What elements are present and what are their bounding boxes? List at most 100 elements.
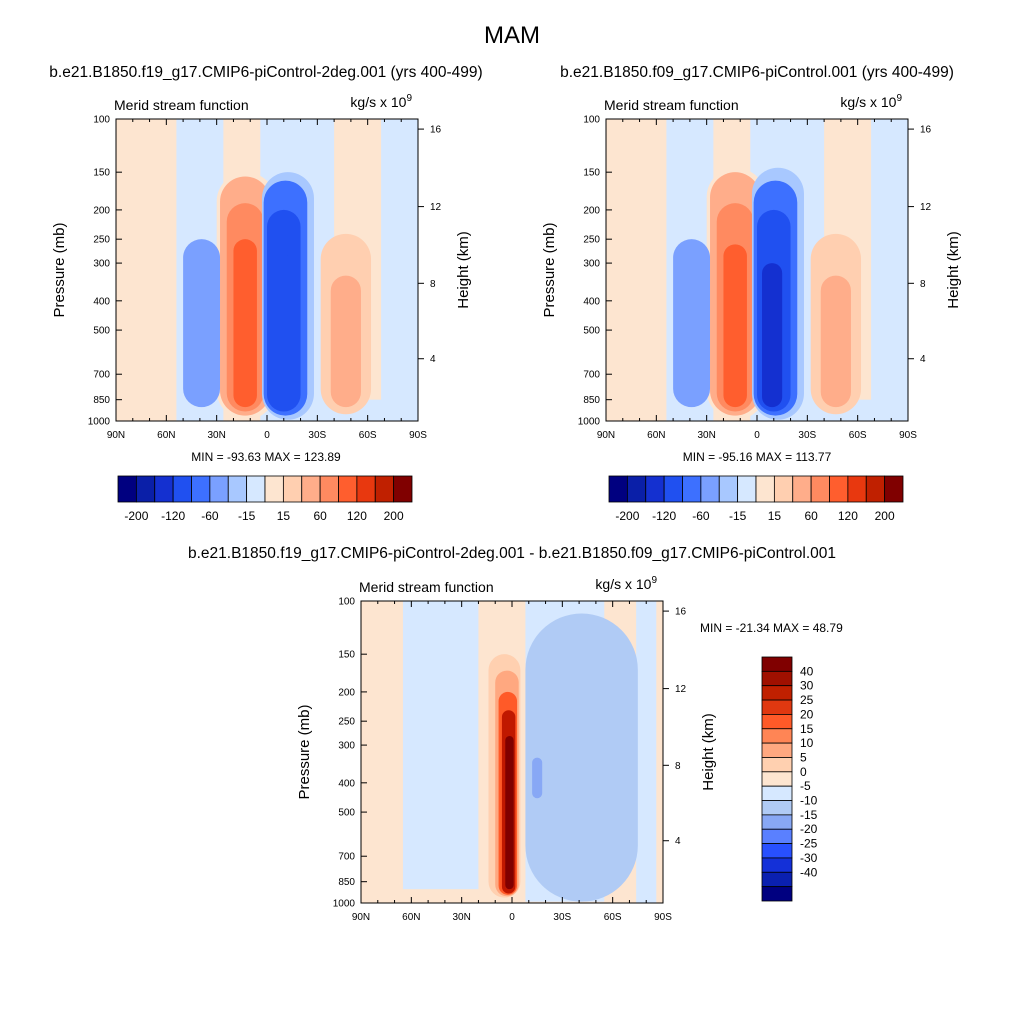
colorbar-swatch [761,771,793,787]
colorbar-swatch [761,843,793,859]
colorbar-label: 15 [277,509,291,523]
x-tick-label: 90S [654,912,672,923]
y2-tick-label: 16 [675,607,687,618]
y2-tick-label: 12 [430,202,442,213]
colorbar-swatch [319,475,339,503]
y-tick-label: 1000 [578,417,601,428]
colorbar-label: -200 [615,509,639,523]
colorbar-swatch [761,857,793,873]
colorbar-label: 120 [838,509,858,523]
y-tick-label: 150 [338,650,355,661]
min-max-stats: MIN = -21.34 MAX = 48.79 [700,621,843,635]
x-tick-label: 60N [157,430,175,441]
min-max-stats: MIN = -93.63 MAX = 123.89 [191,450,341,464]
colorbar-swatch [810,475,830,503]
colorbar-swatch [393,475,413,503]
colorbar-label: -120 [161,509,185,523]
field-band-negative [402,601,479,890]
y2-axis-label: Height (km) [945,231,962,309]
colorbar-label: 40 [800,664,814,678]
x-tick-label: 30S [553,912,571,923]
panel-title: b.e21.B1850.f09_g17.CMIP6-piControl.001 … [560,64,954,81]
colorbar-swatch [761,828,793,844]
colorbar-swatch [761,656,793,672]
y-tick-label: 1000 [88,417,111,428]
stream-cell [532,757,543,799]
units-text: kg/s x 10 [840,94,896,110]
y2-tick-label: 12 [920,202,932,213]
y2-axis-label: Height (km) [455,231,472,309]
y-tick-label: 300 [93,259,110,270]
x-tick-label: 30S [308,430,326,441]
colorbar-swatch [792,475,812,503]
x-tick-label: 30N [452,912,470,923]
field-band-positive [606,119,667,421]
colorbar-label: -60 [201,509,219,523]
colorbar-swatch [761,886,793,902]
y-axis-label: Pressure (mb) [541,222,558,317]
y-tick-label: 400 [338,778,355,789]
stream-cell [272,254,293,408]
x-tick-label: 0 [509,912,515,923]
colorbar: -200 -120 -60 -15 15 60 120 200 [117,475,413,523]
colorbar-label: -10 [800,794,818,808]
colorbar-label: 5 [800,750,807,764]
colorbar-swatch [761,785,793,801]
colorbar-label: -200 [124,509,148,523]
colorbar-label: -5 [800,779,811,793]
colorbar-swatch [135,475,156,503]
x-tick-label: 90S [899,430,917,441]
colorbar: -200 -120 -60 -15 15 60 120 200 [608,475,904,523]
colorbar-swatch [761,728,793,744]
colorbar-swatch [246,475,266,503]
y-tick-label: 250 [93,235,110,246]
colorbar-swatch [829,475,849,503]
colorbar-label: 200 [875,509,895,523]
colorbar-swatch [356,475,376,503]
y-tick-label: 300 [338,741,355,752]
x-tick-label: 0 [264,430,270,441]
panel-title: b.e21.B1850.f19_g17.CMIP6-piControl-2deg… [49,64,482,81]
stream-cell [762,263,783,408]
chart-panel: 90N 60N 30N 0 30S 60S 90S100150200250300400500… [49,64,482,464]
page-title: MAM [484,22,540,49]
colorbar-swatch [682,475,702,503]
y2-tick-label: 8 [920,279,926,290]
colorbar-label: 25 [800,693,814,707]
stream-cell [820,275,851,408]
colorbar-label: -15 [238,509,256,523]
colorbar-label: 30 [800,679,814,693]
y-tick-label: 250 [583,235,600,246]
x-tick-label: 0 [754,430,760,441]
field-band-positive [116,119,177,421]
colorbar-label: -25 [800,837,818,851]
colorbar-swatch [761,814,793,830]
colorbar-swatch [865,475,886,503]
y2-tick-label: 4 [920,354,926,365]
y-tick-label: 300 [583,259,600,270]
colorbar-swatch [755,475,775,503]
y2-tick-label: 4 [675,836,681,847]
x-tick-label: 30N [697,430,715,441]
y-tick-label: 200 [93,205,110,216]
chart-panel: 90N 60N 30N 0 30S 60S 90S100150200250300400500… [541,64,962,464]
colorbar-swatch [847,475,867,503]
units-text: kg/s x 10 [350,94,406,110]
colorbar-swatch [172,475,192,503]
chart-panel: 90N 60N 30N 0 30S 60S 90S100150200250300400500… [188,545,843,923]
x-tick-label: 30S [798,430,816,441]
panel-left-label: Merid stream function [604,97,739,113]
y-tick-label: 500 [583,326,600,337]
y-tick-label: 850 [338,877,355,888]
colorbar-swatch [761,714,793,730]
colorbar-label: 60 [804,509,818,523]
colorbar-swatch [626,475,647,503]
x-tick-label: 60S [359,430,377,441]
colorbar-swatch [737,475,757,503]
y2-tick-label: 16 [430,125,442,136]
y-tick-label: 150 [93,168,110,179]
y-tick-label: 850 [583,395,600,406]
stream-cell [330,275,361,408]
colorbar-label: 20 [800,707,814,721]
stream-cell [505,736,514,890]
